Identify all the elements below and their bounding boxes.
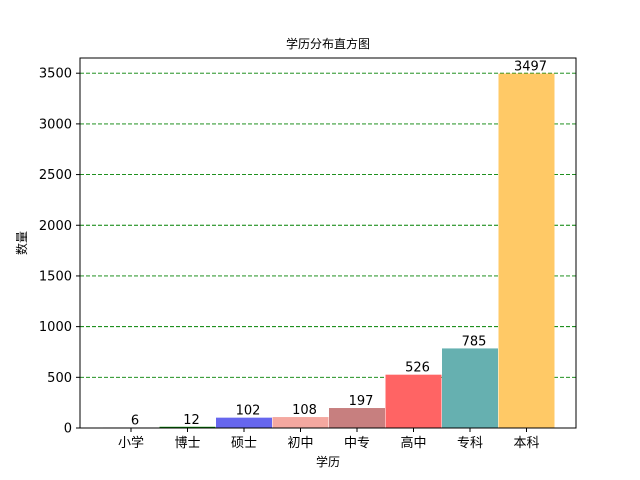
bar-value-label: 197: [349, 394, 374, 409]
bar-data-labels: 6 12 102 108 197 526 785 3497: [131, 60, 547, 429]
bar-value-label: 108: [292, 403, 317, 418]
x-tick-label: 高中: [400, 435, 426, 451]
chart-title: 学历分布直方图: [286, 36, 370, 51]
x-tick-label: 专科: [457, 436, 483, 451]
x-tick-label: 初中: [287, 436, 313, 451]
bar: [442, 348, 498, 428]
y-tick-label: 2500: [39, 168, 72, 183]
y-tick-label: 3000: [39, 117, 72, 132]
x-tick-label: 小学: [118, 435, 144, 451]
y-tick-label: 0: [64, 422, 72, 437]
x-tick-label: 中专: [344, 436, 370, 451]
bar: [498, 73, 555, 429]
bar: [329, 408, 385, 428]
bar-value-label: 102: [236, 404, 261, 419]
bar-value-label: 6: [131, 413, 139, 428]
bar: [385, 374, 442, 428]
y-tick-label: 3500: [39, 67, 72, 82]
x-axis-ticks: 小学 博士 硕士 初中 中专 高中 专科 本科: [118, 428, 540, 451]
bar: [216, 417, 272, 428]
plot-frame: [79, 57, 577, 429]
bar: [159, 426, 216, 428]
bar: [272, 417, 329, 428]
bar-value-label: 12: [183, 413, 200, 428]
y-axis-ticks: 0 500 1000 1500 2000 2500 3000 3500: [39, 67, 80, 437]
bars: [103, 73, 555, 429]
y-tick-label: 1500: [39, 269, 72, 284]
bar-value-label: 785: [462, 334, 487, 349]
x-tick-label: 硕士: [231, 436, 257, 451]
y-tick-label: 2000: [39, 219, 72, 234]
bar-value-label: 526: [405, 361, 430, 376]
gridlines: [80, 72, 576, 378]
y-axis-label: 数量: [14, 231, 29, 255]
x-axis-label: 学历: [316, 454, 340, 469]
y-tick-label: 1000: [39, 320, 72, 335]
x-tick-label: 博士: [174, 436, 200, 451]
y-tick-label: 500: [47, 371, 72, 386]
x-tick-label: 本科: [513, 436, 539, 451]
bar-value-label: 3497: [514, 60, 547, 75]
